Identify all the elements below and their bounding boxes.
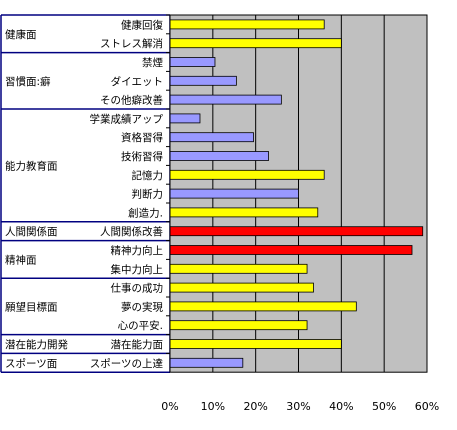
bar [169,19,325,30]
bar [169,339,342,349]
bar [169,207,319,218]
bar [169,57,216,67]
item-label: スポーツの上達 [90,358,164,370]
bar [169,132,254,143]
item-label: 精神力向上 [111,244,164,257]
item-label: 潜在能力面 [111,338,164,351]
group-label: 習慣面:癖 [5,75,51,88]
item-label: 心の平安. [118,319,163,332]
bar [169,226,424,237]
bar [169,282,314,293]
group-label: 願望目標面 [5,300,58,313]
item-label: 仕事の成功 [111,282,164,295]
bar [169,301,357,312]
item-label: 創造力. [128,206,163,219]
x-tick-label: 60% [415,400,439,413]
x-tick-label: 20% [243,400,267,413]
bar [169,169,325,180]
group-label: 能力教育面 [5,159,58,172]
item-label: 技術習得 [121,150,163,163]
group-label: 潜在能力開発 [5,338,68,351]
x-tick-label: 30% [286,400,310,413]
item-label: ストレス解消 [100,37,163,50]
item-label: 禁煙 [142,57,163,69]
group-label: 人間関係面 [5,226,58,238]
x-tick-label: 0% [161,400,178,413]
item-label: 学業成績アップ [90,112,164,125]
plot-border [169,14,428,373]
item-label: 集中力向上 [111,263,164,276]
x-tick-label: 50% [372,400,396,413]
bar [169,320,308,331]
x-axis: 0% 10% 20% 30% 40% 50% 60% [161,400,439,413]
bar [169,245,413,255]
item-label: ダイエット [111,75,163,88]
group-label: 健康面 [5,28,37,41]
bar [169,113,201,124]
bar [169,94,282,105]
bar [169,38,342,49]
bar [169,188,299,199]
item-label: 判断力 [132,188,164,201]
item-label: 夢の実現 [121,300,163,313]
plot-area [166,14,428,373]
bar [169,75,237,86]
group-label: スポーツ面 [5,358,57,370]
bar [169,263,308,274]
item-label: 健康回復 [121,18,163,31]
item-label: 人間関係改善 [100,225,163,238]
item-label: 資格習得 [121,131,163,144]
x-tick-label: 40% [329,400,353,413]
bar [169,357,244,368]
item-label: 記憶力 [132,169,164,182]
item-label: その他癖改善 [100,94,163,107]
x-tick-label: 10% [201,400,225,413]
bar [169,151,269,161]
group-label: 精神面 [5,253,37,266]
